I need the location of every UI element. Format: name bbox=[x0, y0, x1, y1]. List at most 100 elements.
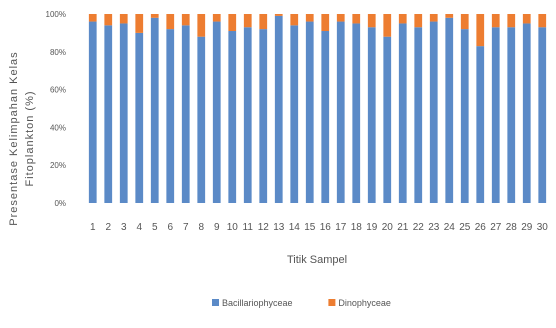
bar-dinophyceae-30 bbox=[538, 14, 547, 28]
x-tick-label: 8 bbox=[198, 222, 204, 233]
bar-dinophyceae-29 bbox=[522, 14, 531, 24]
x-tick-label: 7 bbox=[183, 222, 189, 233]
bar-bacillariophyceae-4 bbox=[135, 32, 144, 204]
bar-bacillariophyceae-20 bbox=[383, 36, 392, 204]
x-tick-label: 5 bbox=[152, 222, 158, 233]
bar-dinophyceae-14 bbox=[290, 14, 299, 26]
bar-bacillariophyceae-12 bbox=[259, 29, 268, 204]
bar-dinophyceae-17 bbox=[336, 14, 345, 22]
x-tick-label: 15 bbox=[304, 222, 316, 233]
x-tick-label: 12 bbox=[258, 222, 270, 233]
bar-bacillariophyceae-15 bbox=[305, 21, 314, 204]
x-tick-label: 20 bbox=[382, 222, 394, 233]
x-tick-label: 21 bbox=[397, 222, 409, 233]
bar-bacillariophyceae-10 bbox=[228, 31, 237, 204]
x-tick-label: 13 bbox=[273, 222, 285, 233]
y-tick-label: 100% bbox=[46, 10, 66, 19]
bar-bacillariophyceae-13 bbox=[274, 15, 283, 204]
x-tick-label: 11 bbox=[243, 222, 254, 233]
bar-bacillariophyceae-9 bbox=[212, 21, 221, 204]
bar-dinophyceae-12 bbox=[259, 14, 268, 30]
bar-dinophyceae-19 bbox=[367, 14, 376, 28]
x-tick-label: 26 bbox=[475, 222, 487, 233]
bar-dinophyceae-5 bbox=[150, 14, 159, 18]
bar-dinophyceae-10 bbox=[228, 14, 237, 32]
x-tick-label: 22 bbox=[413, 222, 425, 233]
y-tick-label: 60% bbox=[50, 86, 66, 95]
x-tick-label: 25 bbox=[459, 222, 471, 233]
bar-dinophyceae-6 bbox=[166, 14, 175, 30]
bar-dinophyceae-27 bbox=[491, 14, 500, 28]
x-tick-label: 18 bbox=[351, 222, 363, 233]
bar-bacillariophyceae-14 bbox=[290, 25, 299, 204]
bar-bacillariophyceae-8 bbox=[197, 36, 206, 204]
bar-bacillariophyceae-16 bbox=[321, 31, 330, 204]
bar-dinophyceae-7 bbox=[181, 14, 190, 26]
bar-bacillariophyceae-28 bbox=[507, 27, 516, 204]
bar-bacillariophyceae-30 bbox=[538, 27, 547, 204]
bar-bacillariophyceae-24 bbox=[445, 17, 454, 204]
y-tick-label: 0% bbox=[54, 199, 66, 208]
x-tick-label: 19 bbox=[366, 222, 378, 233]
bar-dinophyceae-9 bbox=[212, 14, 221, 22]
y-tick-labels: 0% 20% 40% 60% 80% 100% bbox=[46, 10, 66, 208]
x-tick-label: 16 bbox=[320, 222, 332, 233]
x-tick-label: 29 bbox=[521, 222, 533, 233]
bar-bacillariophyceae-19 bbox=[367, 27, 376, 204]
bar-bacillariophyceae-25 bbox=[460, 29, 469, 204]
legend-swatch-dinophyceae bbox=[328, 299, 336, 306]
bar-dinophyceae-16 bbox=[321, 14, 330, 32]
bar-bacillariophyceae-21 bbox=[398, 23, 407, 204]
bar-dinophyceae-4 bbox=[135, 14, 144, 33]
bar-dinophyceae-20 bbox=[383, 14, 392, 37]
bar-dinophyceae-28 bbox=[507, 14, 516, 28]
x-tick-label: 2 bbox=[105, 222, 111, 233]
bar-bacillariophyceae-6 bbox=[166, 29, 175, 204]
legend-swatch-bacillariophyceae bbox=[212, 299, 219, 306]
x-tick-label: 6 bbox=[167, 222, 173, 233]
bar-bacillariophyceae-22 bbox=[414, 27, 423, 204]
bar-dinophyceae-26 bbox=[476, 14, 485, 47]
bar-dinophyceae-25 bbox=[460, 14, 469, 30]
legend: Bacillariophyceae Dinophyceae bbox=[212, 298, 391, 308]
bar-bacillariophyceae-7 bbox=[181, 25, 190, 204]
bar-bacillariophyceae-26 bbox=[476, 46, 485, 203]
bar-bacillariophyceae-3 bbox=[119, 23, 128, 204]
x-tick-label: 9 bbox=[214, 222, 220, 233]
bar-bacillariophyceae-5 bbox=[150, 17, 159, 204]
y-axis-title-line: Presentase Kelimpahan Kelas bbox=[8, 51, 20, 225]
x-tick-label: 28 bbox=[506, 222, 518, 233]
bar-dinophyceae-2 bbox=[104, 14, 113, 26]
legend-label: Bacillariophyceae bbox=[222, 298, 293, 308]
bar-dinophyceae-1 bbox=[88, 14, 97, 22]
y-tick-label: 80% bbox=[50, 48, 66, 57]
bar-dinophyceae-23 bbox=[429, 14, 438, 22]
x-tick-label: 27 bbox=[490, 222, 502, 233]
bar-bacillariophyceae-23 bbox=[429, 21, 438, 204]
x-tick-label: 17 bbox=[335, 222, 347, 233]
x-tick-labels: 1 2 3 4 5 6 7 8 9 10 11 12 13 14 15 16 17 18 19 20 21 22 23 24 2… bbox=[90, 222, 548, 233]
x-tick-label: 3 bbox=[121, 222, 127, 233]
bar-dinophyceae-11 bbox=[243, 14, 252, 28]
x-tick-label: 10 bbox=[227, 222, 239, 233]
x-tick-label: 30 bbox=[537, 222, 549, 233]
bar-bacillariophyceae-11 bbox=[243, 27, 252, 204]
bars bbox=[88, 14, 547, 204]
x-tick-label: 24 bbox=[444, 222, 456, 233]
y-tick-label: 20% bbox=[50, 161, 66, 170]
bar-dinophyceae-8 bbox=[197, 14, 206, 37]
x-tick-label: 1 bbox=[90, 222, 96, 233]
bar-bacillariophyceae-18 bbox=[352, 23, 361, 204]
bar-dinophyceae-15 bbox=[305, 14, 314, 22]
bar-dinophyceae-3 bbox=[119, 14, 128, 24]
bar-bacillariophyceae-17 bbox=[336, 21, 345, 204]
legend-label: Dinophyceae bbox=[338, 298, 391, 308]
bar-bacillariophyceae-29 bbox=[522, 23, 531, 204]
x-tick-label: 23 bbox=[428, 222, 440, 233]
bar-dinophyceae-18 bbox=[352, 14, 361, 24]
bar-dinophyceae-21 bbox=[398, 14, 407, 24]
y-axis-title-line: Fitoplankton (%) bbox=[24, 90, 36, 186]
x-axis-title: Titik Sampel bbox=[287, 254, 347, 266]
